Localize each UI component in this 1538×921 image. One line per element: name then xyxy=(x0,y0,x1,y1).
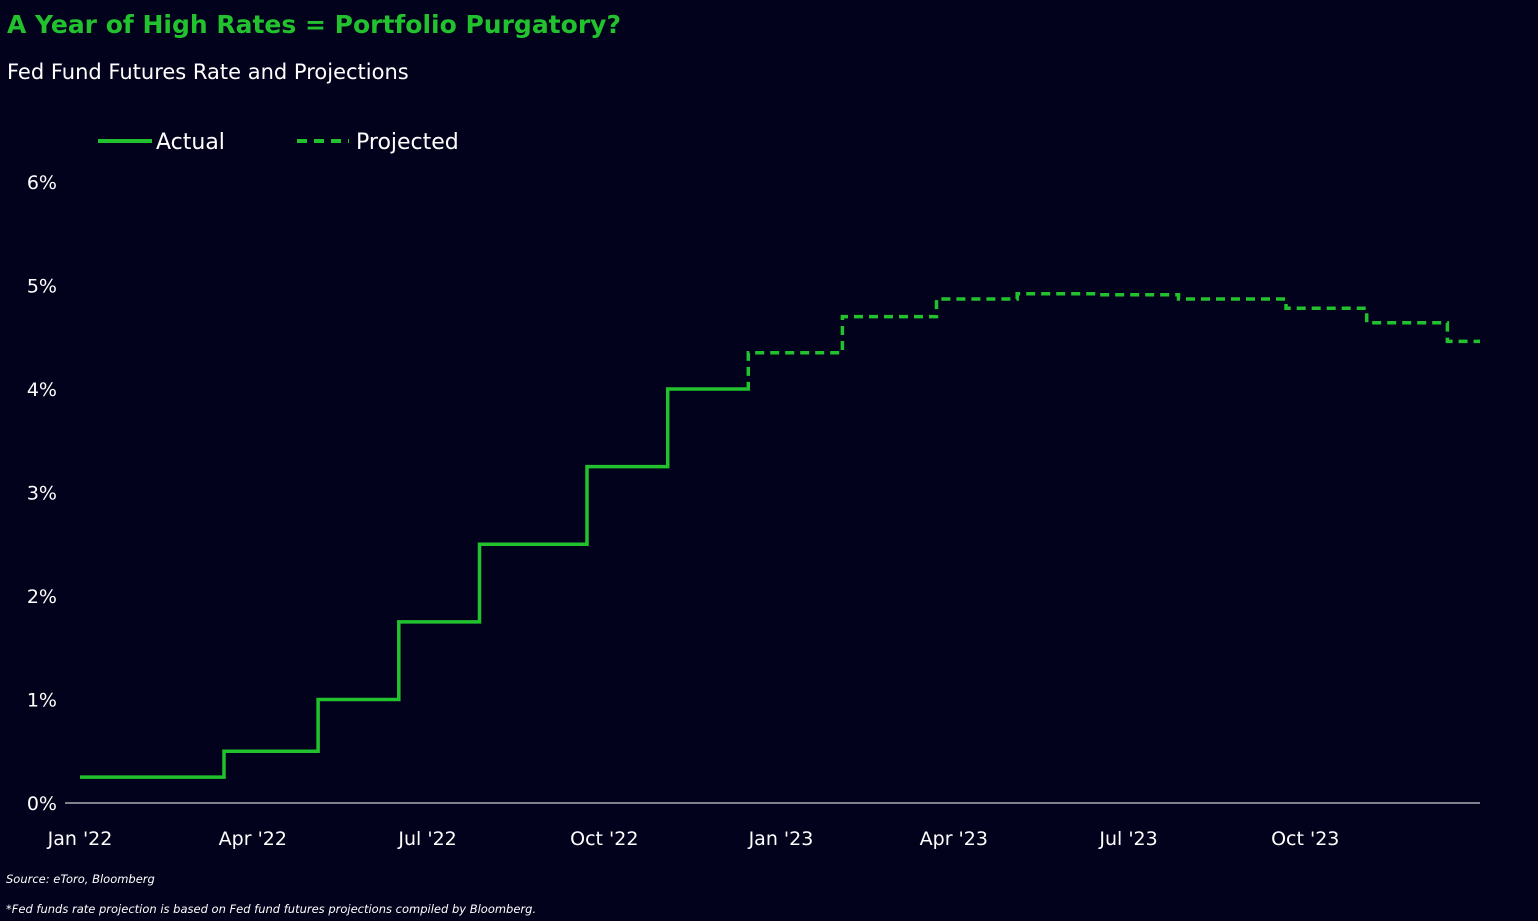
legend: Actual Projected xyxy=(98,130,459,155)
x-axis-ticks: Jan '22 Apr '22 Jul '22 Oct '22 Jan '23 Apr '… xyxy=(47,828,1340,850)
methodology-note: *Fed funds rate projection is based on F… xyxy=(6,902,537,916)
y-axis-ticks: 0% 1% 2% 3% 4% 5% 6% xyxy=(27,172,57,815)
y-tick-label: 3% xyxy=(27,483,57,505)
x-tick-label: Apr '22 xyxy=(219,828,287,850)
y-tick-label: 2% xyxy=(27,586,57,608)
x-tick-label: Apr '23 xyxy=(920,828,988,850)
y-tick-label: 1% xyxy=(27,690,57,712)
x-tick-label: Jan '22 xyxy=(47,828,113,850)
legend-label-actual: Actual xyxy=(156,130,225,155)
x-tick-label: Jan '23 xyxy=(748,828,814,850)
chart-title: A Year of High Rates = Portfolio Purgato… xyxy=(7,10,621,39)
x-tick-label: Oct '22 xyxy=(570,828,638,850)
series-layer xyxy=(80,292,1480,779)
x-tick-label: Jul '22 xyxy=(397,828,456,850)
series-line-actual xyxy=(80,387,747,779)
legend-label-projected: Projected xyxy=(356,130,459,155)
y-tick-label: 5% xyxy=(27,276,57,298)
y-tick-label: 6% xyxy=(27,172,57,194)
y-tick-label: 4% xyxy=(27,379,57,401)
series-line-projected xyxy=(746,292,1480,391)
chart-subtitle: Fed Fund Futures Rate and Projections xyxy=(7,60,409,84)
source-note: Source: eToro, Bloomberg xyxy=(6,872,155,886)
x-tick-label: Jul '23 xyxy=(1098,828,1157,850)
y-tick-label: 0% xyxy=(27,793,57,815)
x-tick-label: Oct '23 xyxy=(1271,828,1339,850)
